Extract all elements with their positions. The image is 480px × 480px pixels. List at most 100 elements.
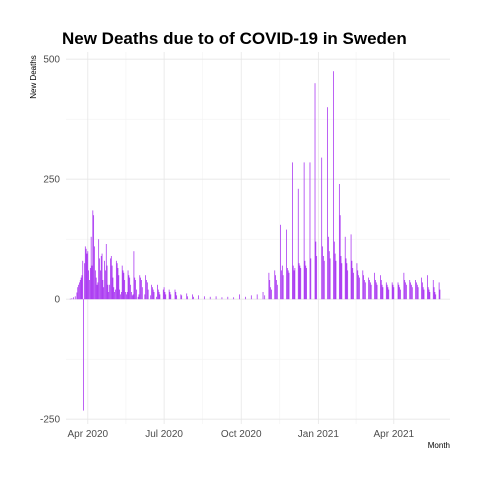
- bar: [280, 224, 281, 300]
- y-tick-label: 500: [43, 55, 60, 66]
- bar: [117, 268, 119, 300]
- bar: [120, 292, 122, 300]
- bar: [187, 296, 188, 300]
- bar: [364, 280, 365, 300]
- bar: [110, 258, 111, 300]
- bar: [181, 295, 183, 300]
- bar: [119, 289, 121, 300]
- bar: [144, 294, 146, 300]
- bar: [281, 270, 282, 300]
- bar: [369, 280, 370, 300]
- bar: [422, 287, 424, 300]
- bar: [411, 287, 413, 300]
- grid-minor: [66, 52, 450, 424]
- bar: [138, 294, 140, 300]
- bar: [405, 282, 406, 300]
- bar: [79, 280, 81, 300]
- x-tick-label: Jul 2020: [145, 429, 183, 440]
- bar: [186, 293, 188, 300]
- bar: [392, 284, 394, 300]
- bar: [286, 268, 288, 300]
- bar: [76, 292, 78, 300]
- bar: [404, 280, 406, 300]
- bar: [268, 272, 270, 300]
- bar: [127, 270, 129, 300]
- bar: [281, 265, 283, 300]
- bar: [125, 292, 126, 300]
- bar: [83, 299, 84, 411]
- bar: [334, 253, 336, 300]
- bar: [113, 287, 115, 300]
- bar: [174, 289, 176, 300]
- bar: [417, 287, 419, 300]
- bar: [346, 263, 348, 300]
- bar: [89, 268, 91, 300]
- bar: [74, 296, 76, 300]
- bar: [146, 282, 148, 300]
- bar: [134, 277, 136, 300]
- bar: [427, 275, 428, 300]
- bar: [115, 289, 116, 300]
- bar: [150, 295, 152, 300]
- bar: [103, 287, 105, 300]
- bar: [215, 296, 217, 300]
- bar: [118, 275, 120, 300]
- bar: [162, 289, 164, 300]
- bar: [327, 107, 328, 300]
- bar: [299, 265, 301, 300]
- bar: [340, 256, 342, 300]
- bar: [374, 272, 375, 300]
- bar: [209, 296, 211, 300]
- bar: [106, 265, 108, 300]
- bar: [321, 157, 323, 300]
- bar: [375, 282, 377, 300]
- bar: [438, 282, 440, 300]
- bar: [315, 241, 317, 300]
- x-tick-label: Jan 2021: [298, 429, 340, 440]
- bar: [91, 265, 93, 300]
- bar: [410, 282, 411, 300]
- bar: [369, 282, 371, 300]
- bar: [121, 265, 123, 300]
- bar: [427, 287, 429, 300]
- bar: [363, 275, 364, 300]
- bar: [304, 260, 306, 300]
- bar: [323, 256, 324, 300]
- bar: [198, 295, 199, 300]
- bar: [276, 280, 277, 300]
- bar: [193, 296, 194, 300]
- bar: [409, 280, 411, 300]
- bar: [80, 277, 82, 300]
- bar: [429, 292, 431, 300]
- bar: [391, 282, 393, 300]
- bar: [157, 284, 158, 300]
- bar: [294, 268, 296, 300]
- bar: [135, 280, 136, 300]
- bar: [357, 270, 359, 300]
- bar: [227, 296, 229, 300]
- bar: [423, 289, 425, 300]
- bar: [156, 296, 157, 300]
- bar: [145, 275, 147, 300]
- bar: [416, 284, 418, 300]
- bar: [393, 287, 395, 300]
- bar: [151, 284, 152, 300]
- bar: [105, 244, 107, 300]
- bar: [239, 294, 240, 300]
- bar: [352, 268, 354, 300]
- bar: [77, 287, 79, 300]
- bar: [351, 260, 353, 300]
- bar: [376, 284, 378, 300]
- bar: [221, 297, 223, 300]
- bar: [375, 280, 376, 300]
- bar: [152, 289, 154, 300]
- bar: [359, 277, 360, 300]
- bar: [168, 289, 170, 300]
- bar: [287, 270, 289, 300]
- x-axis-label: Month: [428, 441, 450, 450]
- bar: [93, 215, 95, 300]
- bar: [256, 294, 258, 300]
- bar: [416, 282, 417, 300]
- bar: [362, 270, 364, 300]
- bar: [328, 236, 329, 300]
